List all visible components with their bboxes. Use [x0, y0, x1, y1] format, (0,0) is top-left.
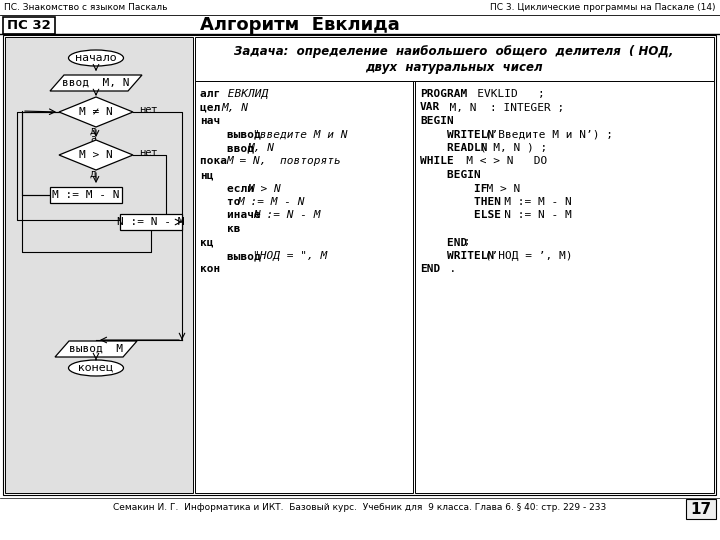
- Text: BEGIN: BEGIN: [420, 116, 454, 126]
- Text: ввод: ввод: [200, 143, 261, 153]
- Text: N := N - M: N := N - M: [253, 211, 320, 220]
- Text: д: д: [89, 169, 96, 179]
- Bar: [50, 187, 122, 203]
- Polygon shape: [50, 75, 142, 91]
- Text: M, N: M, N: [248, 143, 275, 153]
- Ellipse shape: [68, 50, 124, 66]
- Text: начало: начало: [76, 53, 117, 63]
- Polygon shape: [55, 341, 137, 357]
- Text: вывод: вывод: [200, 130, 268, 139]
- Text: если: если: [200, 184, 261, 193]
- Text: M > N: M > N: [473, 184, 521, 193]
- Text: ( M, N ) ;: ( M, N ) ;: [473, 143, 547, 153]
- Bar: [120, 214, 182, 230]
- Text: IF: IF: [420, 184, 487, 193]
- Text: ;: ;: [457, 238, 471, 247]
- Text: M := M - N: M := M - N: [484, 197, 572, 207]
- Text: нц: нц: [200, 170, 214, 180]
- Text: ПС 32: ПС 32: [7, 19, 51, 32]
- Text: WHILE: WHILE: [420, 157, 454, 166]
- Text: WRITELN: WRITELN: [420, 130, 494, 139]
- Bar: [686, 499, 716, 519]
- Text: нет: нет: [139, 105, 157, 115]
- Text: кц: кц: [200, 238, 214, 247]
- Text: двух  натуральных  чисел: двух натуральных чисел: [365, 62, 543, 75]
- Text: WRITELN: WRITELN: [420, 251, 494, 261]
- Text: EVKLID   ;: EVKLID ;: [457, 89, 545, 99]
- Text: M > N: M > N: [79, 150, 113, 160]
- Text: 17: 17: [690, 502, 711, 516]
- Text: вывод  M: вывод M: [69, 344, 123, 354]
- Text: нет: нет: [139, 148, 157, 158]
- Text: (’НОД = ’, M): (’НОД = ’, M): [478, 251, 573, 261]
- Text: M < > N   DO: M < > N DO: [446, 157, 548, 166]
- Text: (’Введите М и N’) ;: (’Введите М и N’) ;: [478, 130, 613, 139]
- Text: а: а: [90, 134, 96, 144]
- Polygon shape: [59, 97, 133, 127]
- Bar: [415, 81, 714, 493]
- Text: то: то: [200, 197, 247, 207]
- Text: ПС. Знакомство с языком Паскаль: ПС. Знакомство с языком Паскаль: [4, 3, 168, 12]
- Text: ЕВКЛИД: ЕВКЛИД: [221, 89, 269, 99]
- Polygon shape: [59, 140, 133, 170]
- Text: кв: кв: [200, 224, 240, 234]
- Text: конец: конец: [78, 363, 114, 373]
- Text: иначе: иначе: [200, 211, 268, 220]
- Text: END: END: [420, 238, 467, 247]
- Text: ввод  M, N: ввод M, N: [62, 78, 130, 88]
- FancyBboxPatch shape: [3, 17, 55, 34]
- Text: BEGIN: BEGIN: [420, 170, 481, 180]
- Text: ПС 3. Циклические программы на Паскале (14): ПС 3. Циклические программы на Паскале (…: [490, 3, 716, 12]
- Text: VAR: VAR: [420, 103, 440, 112]
- Text: M := M - N: M := M - N: [237, 197, 305, 207]
- Text: "введите М и N: "введите М и N: [253, 130, 348, 139]
- Text: N := N - M: N := N - M: [117, 217, 185, 227]
- Text: END: END: [420, 265, 440, 274]
- Text: M = N,  повторять: M = N, повторять: [227, 157, 341, 166]
- Bar: [5, 37, 193, 493]
- Text: Задача:  определение  наибольшего  общего  делителя  ( НОД,: Задача: определение наибольшего общего д…: [234, 44, 674, 57]
- Text: пока: пока: [200, 157, 234, 166]
- Ellipse shape: [68, 360, 124, 376]
- Text: READLN: READLN: [420, 143, 487, 153]
- Text: ELSE: ELSE: [420, 211, 501, 220]
- Text: M > N: M > N: [248, 184, 282, 193]
- Text: Семакин И. Г.  Информатика и ИКТ.  Базовый курс.  Учебник для  9 класса. Глава 6: Семакин И. Г. Информатика и ИКТ. Базовый…: [113, 503, 607, 512]
- Text: цел: цел: [200, 103, 227, 112]
- Bar: [195, 81, 413, 493]
- Text: нач: нач: [200, 116, 220, 126]
- Text: N := N - M: N := N - M: [484, 211, 572, 220]
- Text: алг: алг: [200, 89, 227, 99]
- Text: Алгоритм  Евклида: Алгоритм Евклида: [200, 17, 400, 35]
- Text: PROGRAM: PROGRAM: [420, 89, 467, 99]
- Text: вывод: вывод: [200, 251, 268, 261]
- Bar: [3, 35, 716, 495]
- Text: д: д: [89, 126, 96, 136]
- Text: "НОД = ", M: "НОД = ", M: [253, 251, 328, 261]
- Text: M, N: M, N: [221, 103, 248, 112]
- Text: M := M - N: M := M - N: [53, 190, 120, 200]
- Text: кон: кон: [200, 265, 220, 274]
- Text: .: .: [436, 265, 456, 274]
- Text: M ≠ N: M ≠ N: [79, 107, 113, 117]
- Text: THEN: THEN: [420, 197, 501, 207]
- Text: M, N  : INTEGER ;: M, N : INTEGER ;: [436, 103, 564, 112]
- Bar: [195, 37, 714, 81]
